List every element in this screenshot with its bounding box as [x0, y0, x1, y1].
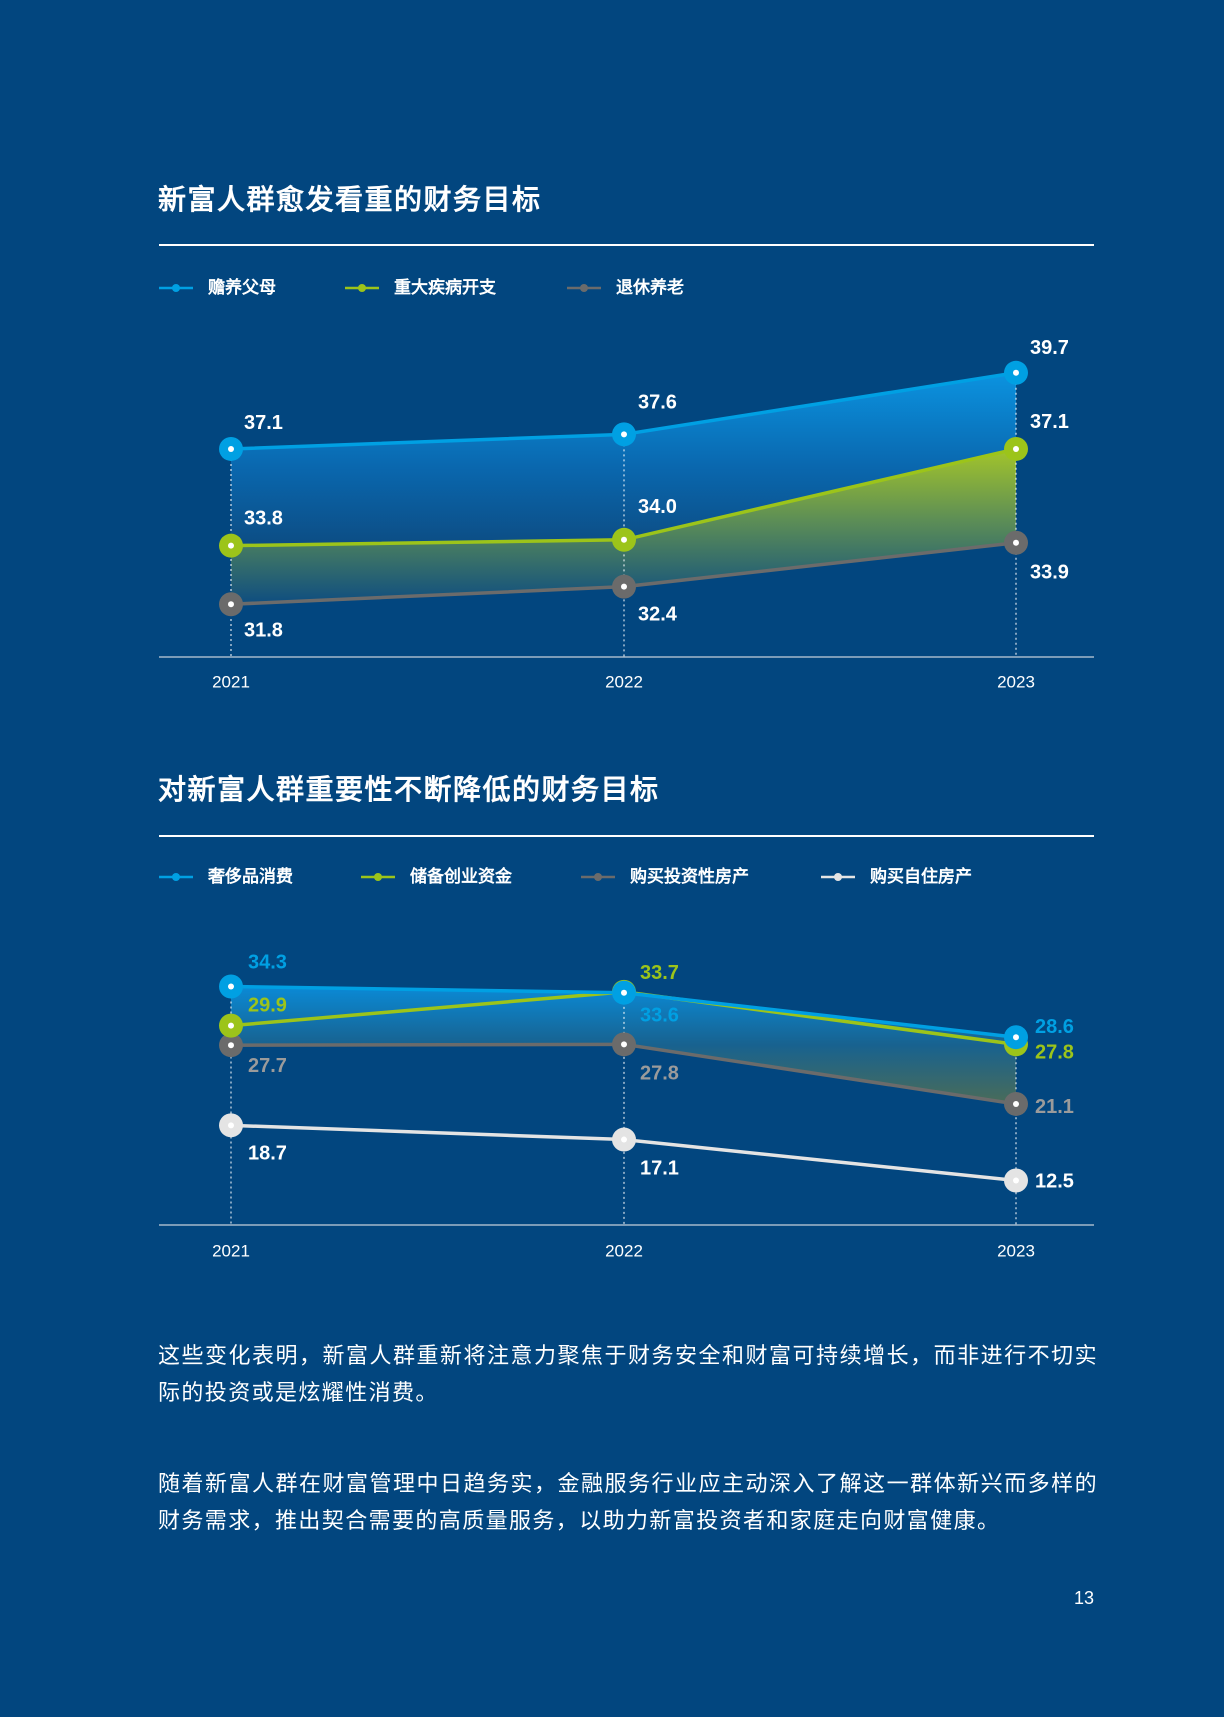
x-tick-label: 2022	[605, 1242, 643, 1261]
legend-line-marker-icon	[581, 873, 615, 881]
legend-label: 重大疾病开支	[394, 278, 496, 297]
title-divider	[159, 244, 1094, 246]
chart-2-plot: 2021 2022 2023 34.3 33.6 28.6 29.9 33.7 27.8 27.7…	[159, 951, 1094, 1261]
legend-line-marker-icon	[345, 284, 379, 292]
data-point	[219, 436, 243, 461]
data-label: 33.8	[244, 508, 283, 530]
legend-line-marker-icon	[361, 873, 395, 881]
data-point-center	[228, 983, 234, 990]
data-label: 37.6	[638, 391, 677, 413]
chart-2-legend: 奢侈品消费 储备创业资金 购买投资性房产 购买自住房产	[0, 865, 1224, 889]
data-label: 12.5	[1035, 1171, 1074, 1193]
data-label: 27.7	[248, 1055, 287, 1077]
legend-line-marker-icon	[567, 284, 601, 292]
data-point	[1004, 1025, 1028, 1050]
x-tick-label: 2023	[997, 1242, 1035, 1261]
data-point-center	[228, 1022, 234, 1029]
data-point-center	[621, 989, 627, 996]
data-point	[219, 974, 243, 999]
x-tick-label: 2021	[212, 1242, 250, 1261]
data-label: 37.1	[1030, 411, 1069, 433]
data-point	[219, 592, 243, 617]
data-label: 21.1	[1035, 1096, 1074, 1118]
data-point	[612, 527, 636, 552]
legend-label: 购买投资性房产	[630, 867, 749, 886]
data-point-center	[1013, 369, 1019, 376]
data-point-center	[1013, 1177, 1019, 1184]
data-point-center	[621, 536, 627, 543]
chart-1-plot: 2021 2022 2023 37.1 37.6 39.7 33.8 34.0 37.1 31.8…	[159, 337, 1094, 692]
data-label: 28.6	[1035, 1016, 1074, 1038]
x-tick-label: 2021	[212, 673, 250, 692]
data-point-center	[1013, 1100, 1019, 1107]
data-point	[612, 574, 636, 599]
data-point-center	[228, 542, 234, 549]
data-label: 33.7	[640, 962, 679, 984]
data-point	[219, 1113, 243, 1138]
data-label: 27.8	[640, 1062, 679, 1084]
data-point	[612, 980, 636, 1005]
data-label: 33.6	[640, 1005, 679, 1027]
body-paragraph: 这些变化表明，新富人群重新将注意力聚焦于财务安全和财富可持续增长，而非进行不切实…	[158, 1343, 1098, 1405]
data-label: 27.8	[1035, 1041, 1074, 1063]
data-point	[219, 533, 243, 558]
chart-1-legend: 赡养父母 重大疾病开支 退休养老	[0, 276, 1224, 300]
chart-2-title: 对新富人群重要性不断降低的财务目标	[158, 774, 660, 805]
data-point	[1004, 530, 1028, 555]
data-point	[612, 422, 636, 447]
page-number: 13	[1073, 1588, 1094, 1608]
data-point	[1004, 436, 1028, 461]
data-label: 18.7	[248, 1142, 287, 1164]
legend-label: 赡养父母	[208, 278, 276, 297]
data-label: 17.1	[640, 1158, 679, 1180]
data-point-center	[621, 431, 627, 438]
data-label: 39.7	[1030, 337, 1069, 359]
data-point	[219, 1013, 243, 1038]
data-label: 31.8	[244, 619, 283, 641]
legend-label: 退休养老	[616, 278, 684, 297]
area-band	[231, 372, 1016, 546]
data-point-center	[621, 1041, 627, 1048]
data-point-center	[621, 583, 627, 590]
legend-label: 储备创业资金	[410, 867, 512, 886]
x-tick-label: 2022	[605, 673, 643, 692]
data-label: 37.1	[244, 412, 283, 434]
data-point-center	[228, 601, 234, 608]
area-band	[231, 448, 1016, 605]
data-point	[219, 1033, 243, 1058]
legend-line-marker-icon	[159, 873, 193, 881]
data-point-center	[228, 1042, 234, 1049]
x-tick-label: 2023	[997, 673, 1035, 692]
chart-1-title: 新富人群愈发看重的财务目标	[158, 184, 542, 215]
data-point	[612, 1127, 636, 1152]
data-label: 32.4	[638, 604, 678, 626]
title-divider	[159, 835, 1094, 837]
data-point-center	[1013, 445, 1019, 452]
legend-line-marker-icon	[821, 873, 855, 881]
legend-line-marker-icon	[159, 284, 193, 292]
legend-label: 购买自住房产	[870, 867, 972, 886]
data-label: 34.0	[638, 496, 677, 518]
legend-label: 奢侈品消费	[208, 867, 293, 886]
data-point-center	[1013, 539, 1019, 546]
data-label: 34.3	[248, 951, 287, 973]
data-label: 29.9	[248, 995, 287, 1017]
data-point	[612, 1032, 636, 1057]
data-label: 33.9	[1030, 562, 1069, 584]
data-point-center	[1013, 1034, 1019, 1041]
data-point-center	[228, 1122, 234, 1129]
body-paragraph: 随着新富人群在财富管理中日趋务实，金融服务行业应主动深入了解这一群体新兴而多样的…	[158, 1471, 1098, 1533]
data-point-center	[228, 445, 234, 452]
data-point	[1004, 360, 1028, 385]
data-point	[1004, 1091, 1028, 1116]
data-point	[1004, 1168, 1028, 1193]
data-point-center	[621, 1136, 627, 1143]
